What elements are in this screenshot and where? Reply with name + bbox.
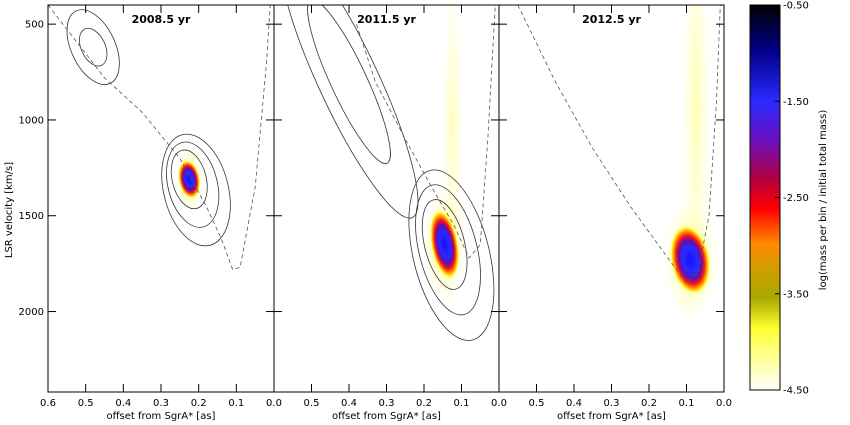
x-axis-title: offset from SgrA* [as] [557, 411, 666, 422]
colorbar: -0.50 -1.50 -2.50 -3.50 -4.50 log(mass per b… [749, 1, 829, 397]
contour-line [421, 199, 468, 290]
y-tick-label: 1000 [19, 115, 44, 126]
panel-title: 2012.5 yr [582, 13, 641, 26]
colorbar-tick-label: -1.50 [783, 97, 809, 108]
orbit-dashed-line [356, 5, 496, 259]
colorbar-tick-label: -3.50 [783, 289, 809, 300]
orbit-dashed-line [48, 5, 271, 270]
colorbar-tick-label: -0.50 [783, 1, 809, 12]
x-tick-label: 0.4 [115, 398, 131, 409]
contour-line [408, 169, 495, 341]
density-core [429, 208, 460, 281]
colorbar-ticks: -0.50 -1.50 -2.50 -3.50 -4.50 [775, 1, 809, 397]
panel-3: 2012.5 yr 0.5 0.4 0.3 0.2 0.1 0.0 offset from S… [498, 4, 732, 422]
orbit-dashed-line [517, 5, 721, 284]
panel-2: 2011.5 yr 0.5 0.4 0.3 0.2 0.1 0.0 offset from S… [273, 4, 507, 422]
x-tick-label: 0.1 [228, 398, 244, 409]
x-axis-title: offset from SgrA* [as] [107, 411, 216, 422]
panels-group: 2008.5 yr 0.6 0.5 0.4 0.3 0.2 0.1 0.0 offset fro… [19, 4, 732, 422]
x-tick-label: 0.3 [153, 398, 169, 409]
x-tick-label: 0.4 [341, 398, 357, 409]
y-tick-label: 500 [25, 20, 44, 31]
x-tick-label: 0.2 [641, 398, 657, 409]
colorbar-tick-label: -2.50 [783, 193, 809, 204]
contour-line [79, 27, 108, 67]
x-tick-label: 0.5 [78, 398, 94, 409]
x-axis-title: offset from SgrA* [as] [332, 411, 441, 422]
panel-plot-area [279, 5, 496, 341]
x-tick-label: 0.1 [454, 398, 470, 409]
contour-line [170, 149, 208, 210]
density-core [669, 224, 711, 296]
contour-line [415, 184, 481, 316]
x-tick-label: 0.5 [304, 398, 320, 409]
x-tick-label: 0.1 [679, 398, 695, 409]
x-tick-label: 0.2 [416, 398, 432, 409]
panel-title: 2011.5 yr [357, 13, 416, 26]
colorbar-label: log(mass per bin / initial total mass) [818, 110, 829, 291]
panel-title: 2008.5 yr [132, 13, 191, 26]
contour-line [279, 5, 419, 219]
x-tick-label: 0.0 [716, 398, 732, 409]
y-tick-label: 1500 [19, 211, 44, 222]
panel-plot-area [517, 5, 721, 320]
x-tick-label: 0.0 [491, 398, 507, 409]
contour-line [166, 141, 220, 228]
colorbar-tick-label: -4.50 [783, 386, 809, 397]
contour-line [66, 9, 120, 85]
x-tick-label: 0.6 [40, 398, 56, 409]
y-tick-label: 2000 [19, 307, 44, 318]
panel-1: 2008.5 yr 0.6 0.5 0.4 0.3 0.2 0.1 0.0 offset fro… [19, 4, 282, 422]
x-tick-label: 0.3 [604, 398, 620, 409]
contour-line [161, 133, 231, 247]
x-tick-label: 0.5 [529, 398, 545, 409]
density-core [177, 159, 201, 200]
x-tick-label: 0.4 [566, 398, 582, 409]
x-tick-label: 0.2 [191, 398, 207, 409]
panel-plot-area [48, 5, 271, 270]
y-axis-title: LSR velocity [km/s] [4, 162, 15, 258]
contour-line [307, 5, 391, 164]
panel-frame [47, 4, 275, 393]
x-tick-label: 0.0 [266, 398, 282, 409]
x-tick-label: 0.3 [379, 398, 395, 409]
